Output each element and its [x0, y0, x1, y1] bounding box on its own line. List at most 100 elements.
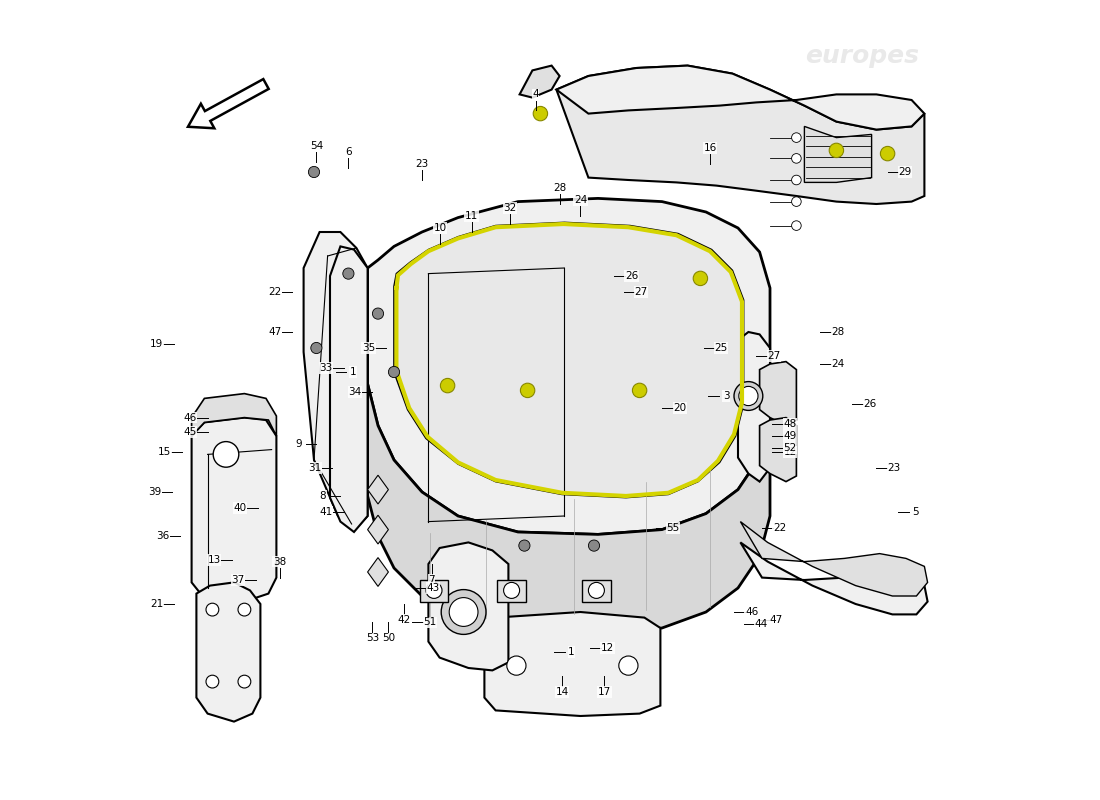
- Circle shape: [734, 382, 762, 410]
- Polygon shape: [367, 384, 770, 634]
- Text: 1: 1: [350, 367, 356, 377]
- Circle shape: [388, 366, 399, 378]
- Text: 16: 16: [703, 143, 716, 153]
- Polygon shape: [484, 612, 660, 716]
- Text: 12: 12: [601, 643, 614, 653]
- Polygon shape: [557, 66, 924, 130]
- Circle shape: [739, 386, 758, 406]
- Text: 39: 39: [148, 487, 162, 497]
- Circle shape: [213, 442, 239, 467]
- Circle shape: [880, 146, 894, 161]
- Polygon shape: [197, 582, 261, 722]
- Polygon shape: [191, 418, 276, 602]
- Text: 22: 22: [268, 287, 282, 297]
- Text: 36: 36: [156, 531, 169, 541]
- Text: 40: 40: [234, 503, 248, 513]
- Text: for lamborghini: for lamborghini: [561, 486, 732, 506]
- Text: 47: 47: [769, 615, 782, 625]
- Text: 46: 46: [745, 607, 758, 617]
- Circle shape: [693, 271, 707, 286]
- Circle shape: [440, 378, 454, 393]
- Text: 55: 55: [667, 523, 680, 533]
- Circle shape: [519, 540, 530, 551]
- Polygon shape: [497, 580, 526, 602]
- Polygon shape: [519, 66, 560, 98]
- Circle shape: [206, 675, 219, 688]
- Polygon shape: [304, 232, 367, 528]
- Text: 5: 5: [912, 507, 918, 517]
- Polygon shape: [557, 66, 924, 204]
- Text: 29: 29: [899, 167, 912, 177]
- Text: a passion: a passion: [593, 438, 698, 458]
- Text: 20: 20: [673, 403, 686, 413]
- Circle shape: [343, 268, 354, 279]
- Circle shape: [632, 383, 647, 398]
- Text: 46: 46: [184, 413, 197, 422]
- Polygon shape: [740, 522, 927, 596]
- Circle shape: [534, 106, 548, 121]
- Text: 33: 33: [319, 363, 332, 373]
- Text: 14: 14: [556, 687, 569, 697]
- Circle shape: [507, 656, 526, 675]
- Polygon shape: [804, 126, 871, 182]
- Text: 27: 27: [768, 351, 781, 361]
- Text: 3: 3: [723, 391, 729, 401]
- Text: 26: 26: [625, 271, 638, 281]
- Polygon shape: [367, 558, 388, 586]
- Text: 24: 24: [574, 195, 587, 205]
- Text: 48: 48: [783, 419, 796, 429]
- Text: a passion
for lamborghini: a passion for lamborghini: [814, 94, 910, 122]
- Text: 47: 47: [268, 327, 282, 337]
- Text: 32: 32: [504, 203, 517, 213]
- Polygon shape: [419, 580, 449, 602]
- Circle shape: [588, 582, 604, 598]
- Circle shape: [504, 582, 519, 598]
- Text: 25: 25: [715, 343, 728, 353]
- Text: 35: 35: [362, 343, 375, 353]
- Text: 27: 27: [635, 287, 648, 297]
- Text: 24: 24: [832, 359, 845, 369]
- Text: 31: 31: [308, 463, 321, 473]
- Text: 37: 37: [231, 575, 244, 585]
- Text: 53: 53: [366, 634, 379, 643]
- Polygon shape: [191, 394, 276, 436]
- Text: europes: europes: [558, 365, 735, 403]
- Text: 43: 43: [427, 583, 440, 593]
- Text: 23: 23: [416, 159, 429, 169]
- Polygon shape: [760, 362, 796, 426]
- Circle shape: [520, 383, 535, 398]
- Text: 21: 21: [150, 599, 163, 609]
- Text: 38: 38: [273, 557, 286, 566]
- Text: 52: 52: [783, 443, 796, 453]
- Polygon shape: [367, 515, 388, 544]
- Text: 15: 15: [157, 447, 170, 457]
- Polygon shape: [738, 332, 770, 482]
- Text: 1: 1: [569, 647, 575, 657]
- Text: 50: 50: [382, 634, 395, 643]
- Text: 9: 9: [296, 439, 303, 449]
- Circle shape: [426, 582, 442, 598]
- Polygon shape: [760, 418, 796, 482]
- Polygon shape: [428, 542, 508, 670]
- Text: 6: 6: [345, 147, 352, 157]
- Text: 4: 4: [532, 90, 539, 99]
- FancyArrow shape: [188, 79, 268, 128]
- Circle shape: [441, 590, 486, 634]
- Polygon shape: [367, 475, 388, 504]
- Circle shape: [792, 175, 801, 185]
- Text: 8: 8: [319, 491, 326, 501]
- Text: 51: 51: [424, 618, 437, 627]
- Text: 12: 12: [783, 447, 796, 457]
- Text: 49: 49: [783, 431, 796, 441]
- Text: 13: 13: [208, 555, 221, 565]
- Circle shape: [792, 221, 801, 230]
- Circle shape: [308, 166, 320, 178]
- Polygon shape: [394, 222, 744, 498]
- Text: 28: 28: [832, 327, 845, 337]
- Text: 22: 22: [773, 523, 786, 533]
- Circle shape: [588, 540, 600, 551]
- Text: 28: 28: [553, 183, 566, 193]
- Text: europes: europes: [805, 44, 918, 68]
- Text: 41: 41: [319, 507, 332, 517]
- Circle shape: [792, 197, 801, 206]
